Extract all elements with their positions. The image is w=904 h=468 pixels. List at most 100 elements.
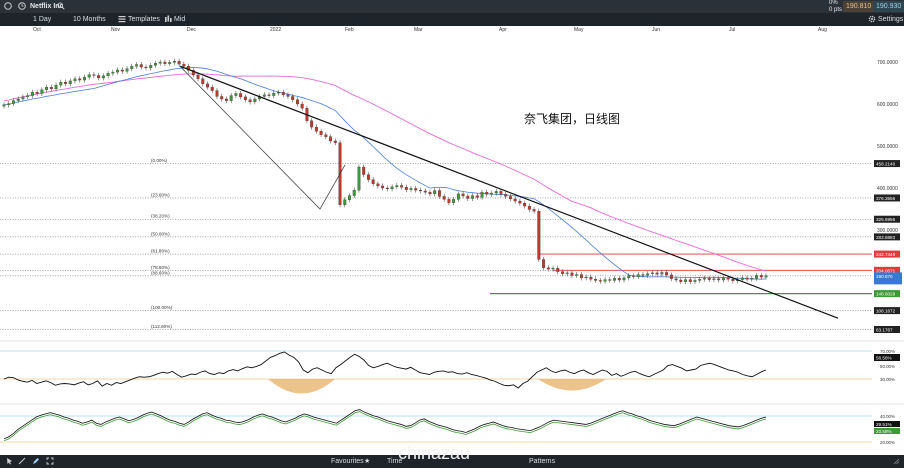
stoch-tick-label: 20.00% <box>880 440 895 445</box>
price-label-box <box>874 266 900 274</box>
candle-body <box>40 89 44 94</box>
price-label: 242.7449 <box>876 252 896 257</box>
candle-body <box>452 199 456 203</box>
candle-body <box>381 185 385 189</box>
candle-body <box>362 166 366 175</box>
price-chart[interactable]: Oct Nov Dec 2022 Feb Mar Apr May Jun Jul Aug 700.00… <box>0 26 904 455</box>
star-icon[interactable]: ★ <box>364 458 371 465</box>
candle-body <box>759 275 763 278</box>
search-icon[interactable] <box>57 2 65 10</box>
price-label-box <box>874 233 900 241</box>
candle-body <box>158 61 162 64</box>
sell-price-button[interactable]: 190.810 <box>843 1 875 12</box>
patterns-button[interactable]: Patterns <box>529 458 556 465</box>
candle-body <box>755 275 758 279</box>
candle-body <box>712 278 716 280</box>
candle-body <box>717 278 721 281</box>
candle-body <box>130 66 134 69</box>
gear-icon[interactable] <box>868 15 876 23</box>
candle-body <box>508 196 512 200</box>
candle-body <box>442 196 446 200</box>
timeline-button[interactable]: Time <box>387 458 403 465</box>
price-label-box <box>874 290 900 298</box>
favourites-button[interactable]: Favourites <box>331 458 364 465</box>
candle-body <box>617 278 621 281</box>
range-selector[interactable]: 10 Months <box>73 16 106 23</box>
candle-body <box>224 98 228 101</box>
stoch-value-label: 29.51% <box>876 422 892 427</box>
cursor-icon[interactable] <box>6 457 14 465</box>
candle-body <box>210 87 214 91</box>
candle-body <box>314 126 318 132</box>
candle-body <box>206 83 209 88</box>
candle-body <box>106 73 110 77</box>
candle-body <box>253 98 257 103</box>
candle-body <box>248 99 252 103</box>
symbol-name[interactable]: Netflix Inc <box>30 3 64 10</box>
templates-button[interactable]: Templates <box>128 16 160 23</box>
candle-body <box>272 92 276 96</box>
price-label: 325.6956 <box>876 217 896 222</box>
candle-body <box>220 96 224 100</box>
menu-icon[interactable] <box>4 2 12 10</box>
fib-level-label: (61.80%) <box>151 249 170 254</box>
candle-body <box>404 187 408 190</box>
candle-body <box>419 189 422 192</box>
price-label: 190.870 <box>876 274 893 279</box>
candle-body <box>480 192 484 198</box>
candle-body <box>234 93 238 96</box>
candle-body <box>172 61 176 63</box>
candle-body <box>111 71 115 74</box>
candle-body <box>395 185 399 187</box>
candle-body <box>632 275 635 277</box>
clock-icon[interactable] <box>18 2 26 10</box>
buy-price-button[interactable]: 190.930 <box>873 1 904 12</box>
candle-body <box>504 194 508 197</box>
line-tool-icon[interactable] <box>18 457 26 465</box>
candle-body <box>575 274 579 276</box>
price-label-box <box>874 194 900 202</box>
candle-body <box>277 92 280 94</box>
candle-body <box>594 279 598 281</box>
price-label-box <box>874 215 900 223</box>
candle-body <box>187 66 191 71</box>
candle-body <box>64 82 67 84</box>
candle-body <box>561 271 564 274</box>
candle-body <box>740 277 744 280</box>
bottom-bar: Favourites ★ Time Patterns chinazau <box>0 444 904 468</box>
candle-body <box>400 185 404 188</box>
candle-body <box>371 179 375 184</box>
candle-body <box>281 92 285 95</box>
candle-body <box>116 69 120 73</box>
candle-body <box>7 103 11 105</box>
candle-body <box>433 190 437 195</box>
candle-body <box>376 183 380 187</box>
x-tick-label: Aug <box>818 27 827 33</box>
templates-icon <box>118 15 126 23</box>
candle-body <box>101 75 105 79</box>
price-label: 376.3556 <box>876 196 896 201</box>
candle-body <box>49 87 53 90</box>
settings-button[interactable]: Settings <box>878 16 904 23</box>
price-label: 63.1767 <box>876 328 893 333</box>
top-bar: Netflix Inc 0% 0 pts 190.810 190.930 <box>0 0 904 13</box>
moving-average-slow <box>3 73 767 272</box>
candle-body <box>721 277 725 281</box>
candle-body <box>35 92 39 94</box>
candle-body <box>546 267 550 270</box>
candle-body <box>646 273 650 276</box>
price-label-box <box>874 272 902 285</box>
candle-body <box>191 70 195 76</box>
price-type-button[interactable]: Mid <box>174 16 186 23</box>
candle-body <box>527 205 531 210</box>
pen-tool-icon[interactable] <box>32 457 40 465</box>
candle-body <box>494 191 498 194</box>
candle-body <box>291 96 295 100</box>
price-label-box <box>874 307 900 315</box>
candle-body <box>78 78 82 81</box>
interval-selector[interactable]: 1 Day <box>33 16 52 23</box>
x-tick-label: Nov <box>111 27 120 33</box>
candle-body <box>532 209 536 212</box>
candle-body <box>21 96 25 100</box>
fullscreen-icon[interactable] <box>46 457 54 465</box>
